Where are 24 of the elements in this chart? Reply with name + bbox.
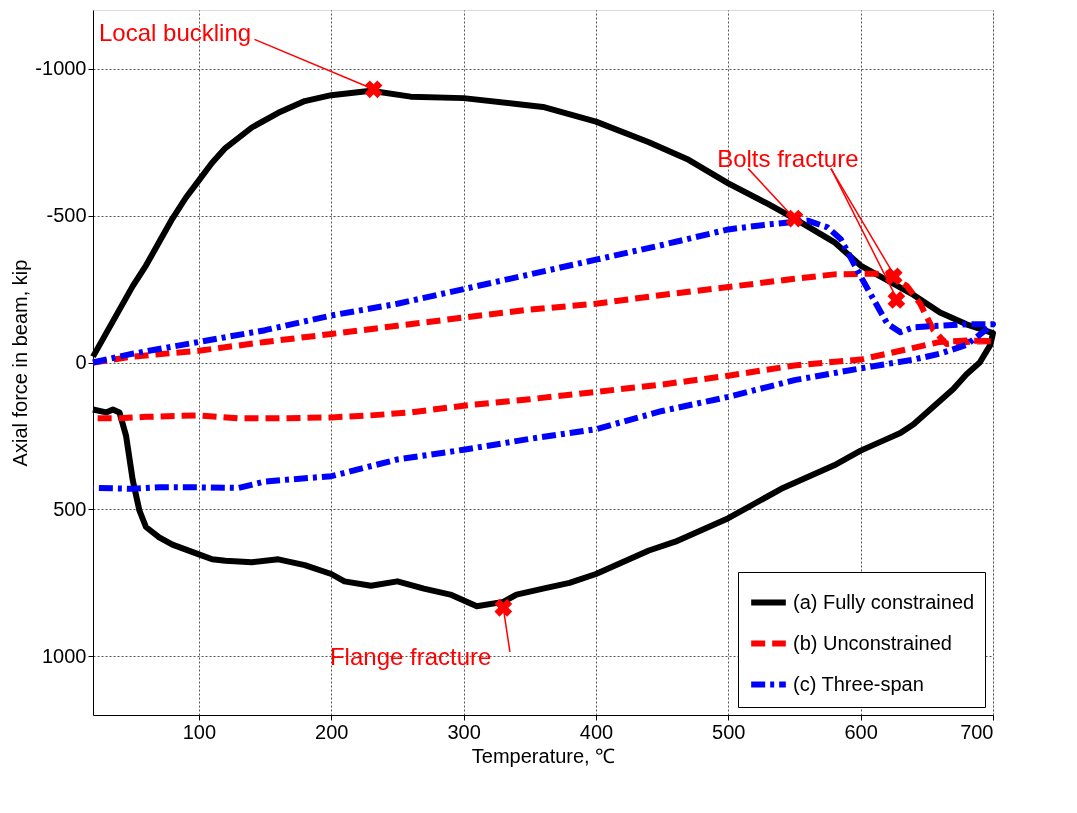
y-tick-label: 1000 [42, 644, 87, 667]
x-tick-label: 400 [579, 720, 614, 743]
x-tick-label: 300 [447, 720, 481, 743]
y-axis-title: Axial force in beam, kip [9, 259, 32, 467]
point [494, 598, 513, 617]
y-tick-label: -1000 [35, 57, 87, 80]
annotation: Bolts fracture [717, 144, 859, 172]
x-tick-label: 500 [712, 720, 746, 743]
x-tick-label: 600 [844, 720, 878, 743]
annotation: Local buckling [99, 18, 252, 46]
y-tick-label: 500 [53, 497, 87, 520]
legend-label: (b) Unconstrained [793, 631, 952, 654]
annotation: Flange fracture [329, 642, 492, 670]
y-tick-label: -500 [46, 204, 87, 227]
legend-label: (a) Fully constrained [793, 590, 975, 613]
y-tick-label: 0 [75, 351, 87, 373]
point [785, 209, 804, 228]
x-tick-label: 100 [182, 720, 217, 743]
x-axis-title: Temperature, ℃ [471, 744, 616, 767]
x-tick-label: 200 [315, 720, 349, 743]
legend-label: (c) Three-span [793, 672, 924, 695]
point [364, 80, 383, 99]
point [887, 291, 906, 309]
x-tick-label: 700 [960, 720, 994, 743]
